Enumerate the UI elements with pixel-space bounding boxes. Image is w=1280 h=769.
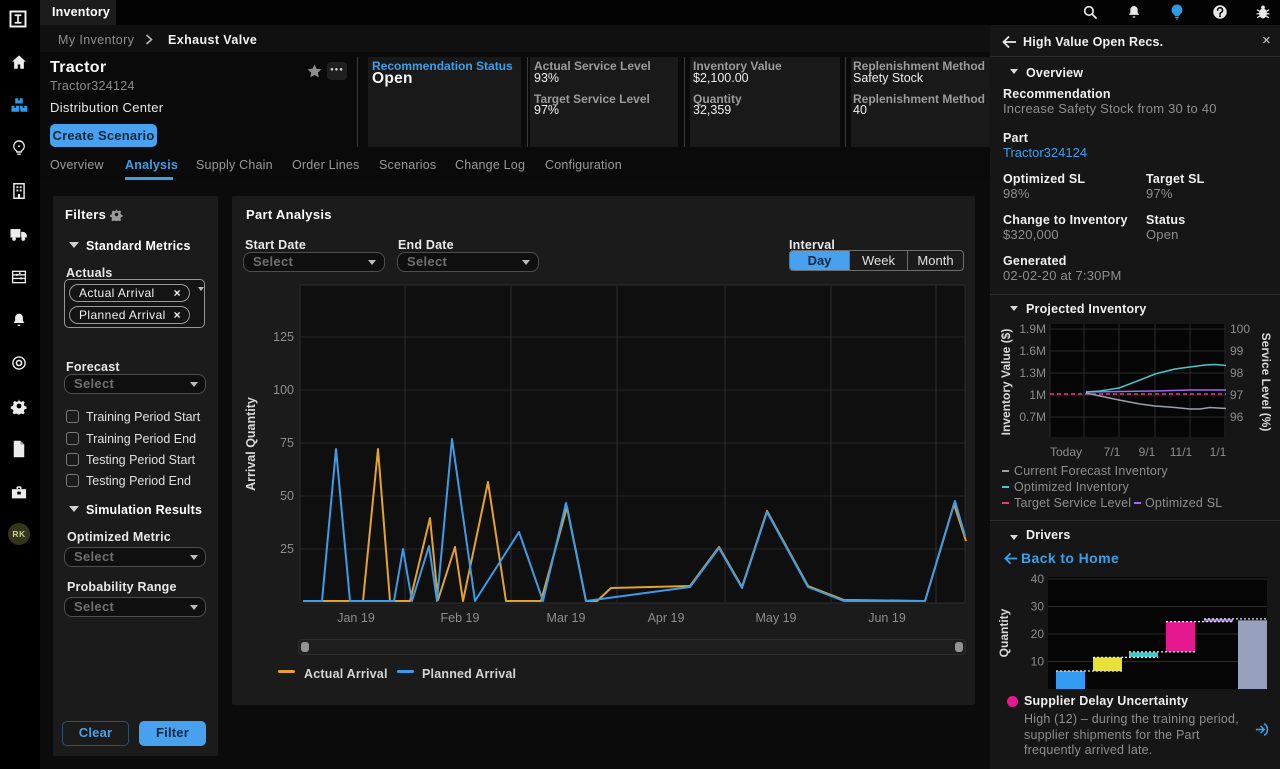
svg-text:Mar 19: Mar 19 [547,611,586,625]
svg-text:97: 97 [1230,388,1244,402]
svg-text:Jan 19: Jan 19 [337,611,375,625]
svg-text:96: 96 [1230,410,1244,424]
svg-text:0.7M: 0.7M [1019,410,1046,424]
svg-text:Arrival Quantity: Arrival Quantity [244,397,258,491]
svg-text:20: 20 [1031,627,1045,641]
svg-text:100: 100 [1230,322,1250,336]
svg-text:50: 50 [280,489,294,503]
svg-text:7/1: 7/1 [1104,445,1121,459]
svg-text:Quantity: Quantity [997,608,1011,657]
svg-text:100: 100 [273,383,294,397]
svg-text:98: 98 [1230,366,1244,380]
svg-text:Today: Today [1050,445,1082,459]
svg-text:Jun 19: Jun 19 [868,611,906,625]
svg-text:99: 99 [1230,344,1244,358]
svg-text:Inventory Value ($): Inventory Value ($) [999,329,1013,436]
svg-text:1M: 1M [1029,388,1046,402]
svg-text:1.9M: 1.9M [1019,322,1046,336]
svg-text:Feb 19: Feb 19 [441,611,480,625]
svg-text:40: 40 [1031,572,1045,586]
svg-text:1.6M: 1.6M [1019,344,1046,358]
svg-text:Apr 19: Apr 19 [648,611,685,625]
svg-text:75: 75 [280,436,294,450]
svg-text:1.3M: 1.3M [1019,366,1046,380]
svg-text:25: 25 [280,542,294,556]
svg-text:125: 125 [273,330,294,344]
svg-text:11/1: 11/1 [1170,445,1193,459]
svg-text:1/1: 1/1 [1210,445,1227,459]
svg-text:Service Level (%): Service Level (%) [1259,333,1273,432]
svg-text:9/1: 9/1 [1139,445,1156,459]
svg-text:10: 10 [1031,655,1045,669]
svg-text:May 19: May 19 [756,611,797,625]
svg-text:30: 30 [1031,600,1045,614]
